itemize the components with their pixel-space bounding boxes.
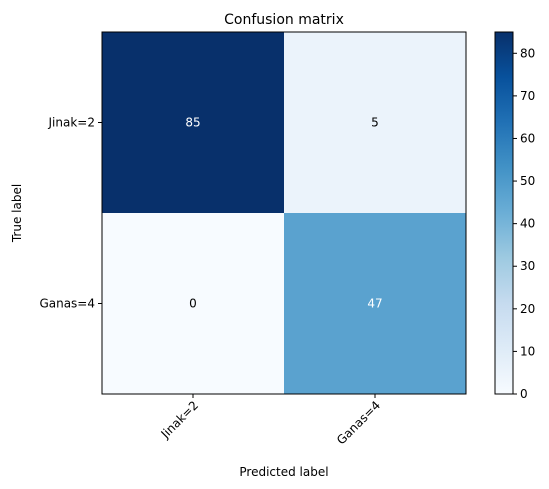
colorbar-tick-label: 10 — [520, 344, 535, 358]
colorbar-tick-label: 50 — [520, 174, 535, 188]
x-tick-label: Jinak=2 — [158, 398, 201, 441]
plot-frame — [101, 31, 467, 395]
colorbar-tick-label: 20 — [520, 302, 535, 316]
colorbar — [494, 31, 514, 395]
cell-value-label: 0 — [189, 297, 197, 311]
y-axis-ticks: Jinak=2 Ganas=4 — [39, 116, 102, 311]
heatmap-cell — [284, 32, 466, 213]
colorbar-ticks: 0 10 20 30 40 50 60 70 80 — [513, 46, 535, 401]
heatmap-cell — [284, 213, 466, 394]
x-axis-ticks: Jinak=2 Ganas=4 — [158, 394, 383, 447]
y-tick-label: Ganas=4 — [39, 297, 95, 311]
heatmap-cell — [102, 32, 284, 213]
heatmap-cell — [102, 213, 284, 394]
y-tick-label: Jinak=2 — [48, 116, 95, 130]
chart-title: Confusion matrix — [224, 12, 344, 28]
colorbar-tick-label: 0 — [520, 387, 528, 401]
colorbar-tick-label: 70 — [520, 89, 535, 103]
colorbar-tick-label: 60 — [520, 131, 535, 145]
y-axis-label: True label — [10, 184, 24, 243]
x-axis-label: Predicted label — [239, 465, 328, 479]
colorbar-tick-label: 80 — [520, 46, 535, 60]
cell-value-label: 85 — [185, 116, 200, 130]
x-tick-label: Ganas=4 — [334, 398, 383, 447]
colorbar-tick-label: 40 — [520, 217, 535, 231]
cell-value-label: 47 — [367, 297, 382, 311]
cell-value-label: 5 — [371, 116, 379, 130]
colorbar-tick-label: 30 — [520, 259, 535, 273]
heatmap-cells: 85 5 0 47 — [102, 32, 466, 394]
